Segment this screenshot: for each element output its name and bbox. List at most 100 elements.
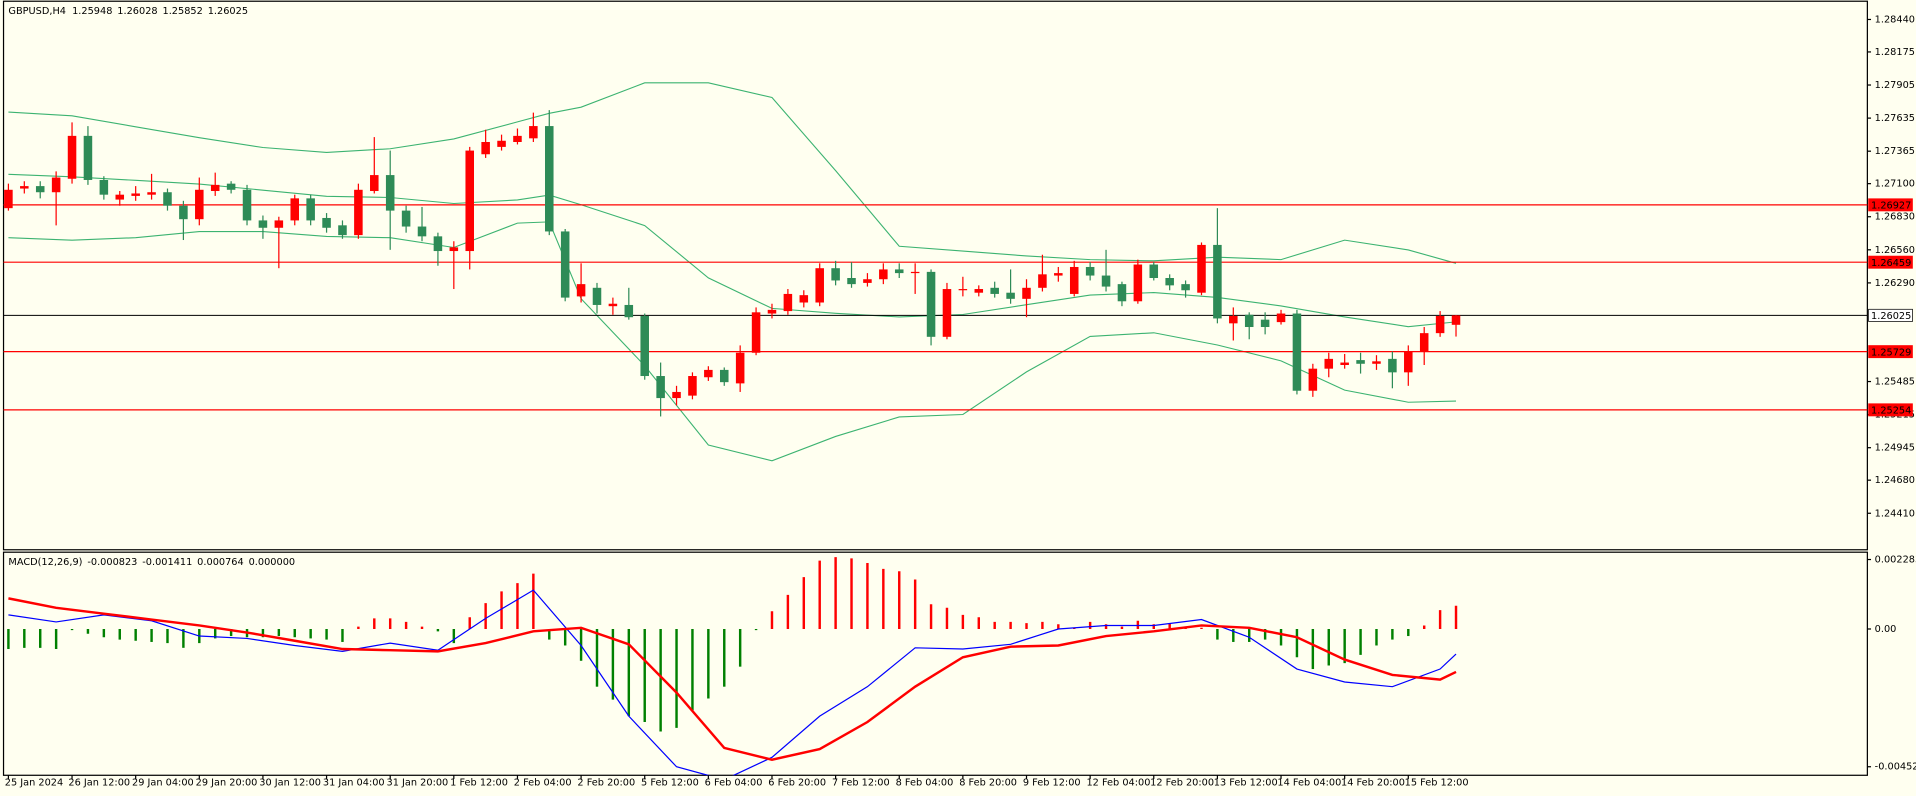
macd-main bbox=[8, 589, 1457, 776]
candle-body bbox=[1388, 358, 1397, 373]
candle-body bbox=[815, 268, 824, 303]
candle-body bbox=[417, 226, 427, 237]
candle-body bbox=[624, 304, 634, 318]
indicator-header: MACD(12,26,9) -0.000823 -0.001411 0.000764 0… bbox=[8, 557, 295, 568]
price-tag bbox=[1868, 308, 1913, 322]
candle-body bbox=[242, 189, 252, 221]
candle-body bbox=[1340, 362, 1349, 365]
x-tick-label: 8 Feb 20:00 bbox=[959, 778, 1017, 789]
candle-body bbox=[942, 289, 952, 337]
x-tick-label: 31 Jan 04:00 bbox=[323, 778, 385, 789]
x-tick-label: 14 Feb 20:00 bbox=[1341, 778, 1405, 789]
candle-body bbox=[115, 194, 125, 200]
header-value: 1.26028 bbox=[117, 6, 157, 17]
x-tick-label: 2 Feb 04:00 bbox=[514, 778, 572, 789]
y-tick-label: 1.24410 bbox=[1875, 508, 1915, 519]
x-tick-label: 7 Feb 12:00 bbox=[832, 778, 890, 789]
candle-body bbox=[879, 269, 888, 280]
candle-body bbox=[306, 198, 315, 221]
chart-header: GBPUSD,H4 1.25948 1.26028 1.25852 1.26025 bbox=[8, 6, 248, 17]
y-tick-label: 1.28175 bbox=[1875, 47, 1915, 58]
candle-body bbox=[1006, 292, 1015, 299]
candle-body bbox=[147, 192, 156, 195]
candle-body bbox=[1356, 360, 1365, 364]
candle-body bbox=[1213, 244, 1222, 319]
x-tick-label: 31 Jan 20:00 bbox=[387, 778, 449, 789]
candle-body bbox=[1372, 361, 1381, 364]
candle-body bbox=[1244, 314, 1254, 328]
candle-body bbox=[433, 236, 443, 252]
candle-body bbox=[592, 287, 602, 305]
candle-body bbox=[751, 312, 761, 353]
candle-body bbox=[322, 217, 331, 228]
candle-body bbox=[1181, 284, 1190, 291]
header-value: 1.25948 bbox=[72, 6, 112, 17]
y-tick-label: -0.004527 bbox=[1875, 762, 1916, 773]
indicator-name: MACD(12,26,9) bbox=[8, 557, 82, 568]
x-tick-label: 14 Feb 04:00 bbox=[1277, 778, 1341, 789]
y-tick-label: 1.24680 bbox=[1875, 475, 1915, 486]
candle-body bbox=[719, 369, 729, 383]
candle-body bbox=[1117, 284, 1127, 302]
candle-body bbox=[529, 126, 538, 139]
candle-body bbox=[179, 205, 188, 220]
x-tick-label: 9 Feb 12:00 bbox=[1023, 778, 1081, 789]
candle-body bbox=[990, 287, 999, 294]
price-tag bbox=[1868, 198, 1913, 212]
candle-body bbox=[560, 231, 570, 298]
candle-body bbox=[545, 126, 554, 232]
candle-body bbox=[847, 278, 856, 285]
candle-body bbox=[1419, 333, 1429, 352]
candle-body bbox=[210, 184, 220, 192]
candle-body bbox=[1069, 266, 1079, 294]
candle-body bbox=[449, 247, 459, 252]
x-tick-label: 29 Jan 04:00 bbox=[132, 778, 194, 789]
candle-body bbox=[656, 376, 665, 399]
indicator-value: 0.000764 bbox=[197, 557, 244, 568]
candle-body bbox=[688, 376, 697, 396]
y-tick-label: 1.26560 bbox=[1875, 245, 1915, 256]
indicator-value: 0.000000 bbox=[249, 557, 296, 568]
candle-body bbox=[497, 140, 506, 147]
candle-body bbox=[608, 303, 618, 307]
macd-signal bbox=[8, 597, 1457, 761]
price-tag-label: 1.25254 bbox=[1871, 405, 1911, 416]
candle-body bbox=[910, 271, 920, 274]
candle-body bbox=[67, 135, 77, 179]
candle-body bbox=[51, 177, 61, 193]
candle-body bbox=[131, 193, 140, 196]
macd-pane bbox=[2, 551, 1868, 776]
candle-body bbox=[370, 175, 379, 192]
candle-body bbox=[974, 289, 984, 293]
candle-body bbox=[195, 189, 204, 220]
candle-body bbox=[831, 268, 840, 281]
candle-body bbox=[1308, 368, 1318, 391]
candle-body bbox=[926, 271, 936, 337]
x-tick-label: 26 Jan 12:00 bbox=[68, 778, 130, 789]
candle-body bbox=[4, 189, 13, 209]
candle-body bbox=[1324, 358, 1334, 369]
x-tick-label: 6 Feb 04:00 bbox=[705, 778, 763, 789]
candle-body bbox=[1229, 315, 1238, 324]
axes: 1.28440 1.28175 1.27905 1.27635 1.27365 1.271… bbox=[5, 14, 1916, 788]
y-tick-label: 1.27635 bbox=[1875, 113, 1915, 124]
candle-body bbox=[1165, 278, 1174, 286]
x-tick-label: 6 Feb 20:00 bbox=[768, 778, 826, 789]
y-tick-label: 1.27365 bbox=[1875, 146, 1915, 157]
x-tick-label: 8 Feb 04:00 bbox=[896, 778, 954, 789]
macd-plot bbox=[7, 557, 1458, 776]
y-tick-label: 0.00 bbox=[1875, 624, 1897, 635]
candle-body bbox=[576, 284, 586, 297]
candle-body bbox=[958, 289, 968, 291]
candle-body bbox=[1451, 315, 1461, 325]
candle-body bbox=[863, 279, 872, 283]
candle-body bbox=[258, 220, 268, 228]
candle-body bbox=[290, 198, 300, 221]
candle-body bbox=[1054, 273, 1063, 276]
x-tick-label: 30 Jan 12:00 bbox=[259, 778, 321, 789]
x-tick-label: 5 Feb 12:00 bbox=[641, 778, 699, 789]
x-tick-label: 1 Feb 12:00 bbox=[450, 778, 508, 789]
